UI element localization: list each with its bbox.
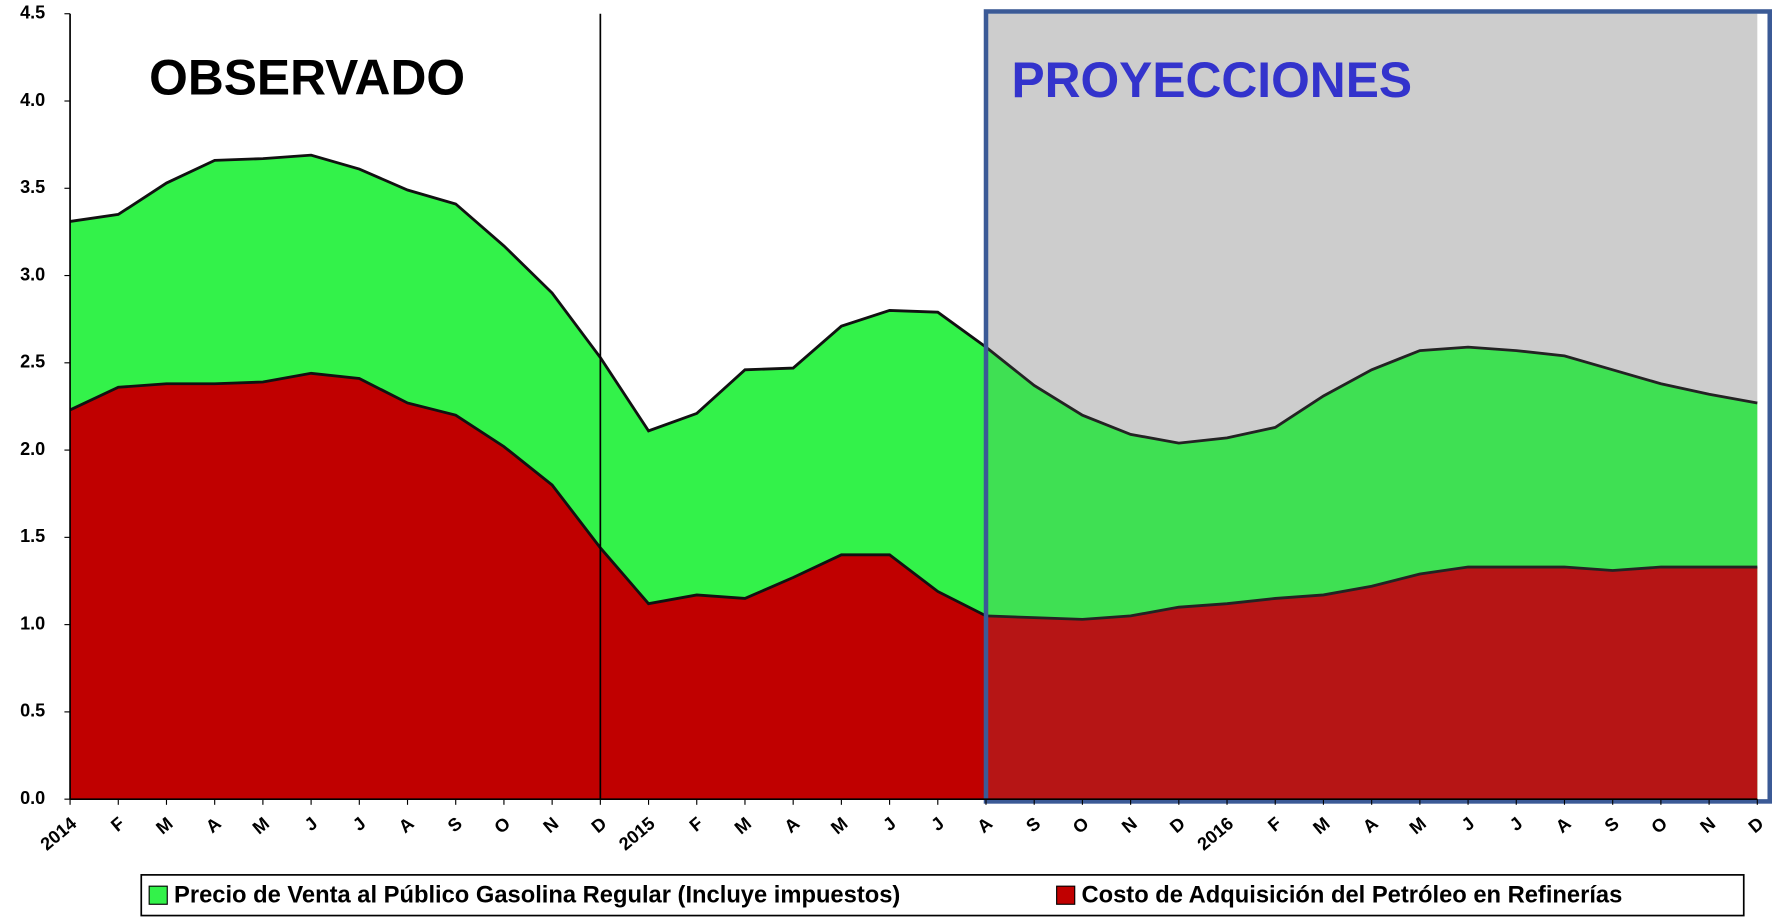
legend-swatch — [1056, 885, 1076, 905]
legend-label: Costo de Adquisición del Petróleo en Ref… — [1082, 883, 1623, 909]
legend-swatch — [148, 885, 168, 905]
area — [70, 373, 1758, 800]
x-tick-label: D — [1745, 813, 1768, 837]
y-tick-label: 2.0 — [20, 439, 45, 459]
y-tick-label: 2.5 — [20, 352, 45, 372]
y-tick-label: 1.0 — [20, 613, 45, 633]
x-tick-label: O — [490, 813, 514, 837]
legend-label: Precio de Venta al Público Gasolina Regu… — [174, 883, 900, 909]
x-tick-label: J — [349, 813, 370, 835]
x-tick-label: A — [395, 813, 418, 837]
x-tick-label: 2014 — [37, 813, 81, 854]
x-tick-label: M — [249, 813, 273, 838]
legend-box — [140, 874, 1745, 917]
x-tick-label: D — [588, 813, 611, 837]
y-tick-label: 4.0 — [20, 90, 45, 110]
y-tick-label: 0.0 — [20, 788, 45, 808]
x-tick-label: N — [539, 813, 562, 837]
x-tick-label: N — [1118, 813, 1141, 837]
x-tick-label: A — [780, 813, 803, 837]
y-tick-label: 1.5 — [20, 526, 45, 546]
y-tick-label: 4.5 — [20, 3, 45, 23]
x-tick-label: M — [1309, 813, 1333, 838]
x-tick-label: S — [444, 813, 466, 836]
annotation: OBSERVADO — [149, 50, 465, 106]
y-tick-label: 3.0 — [20, 264, 45, 284]
x-tick-label: 2015 — [615, 813, 659, 854]
x-tick-label: J — [1458, 813, 1479, 835]
x-tick-label: D — [1166, 813, 1189, 837]
x-tick-label: A — [202, 813, 225, 837]
x-tick-label: J — [1506, 813, 1527, 835]
x-tick-label: F — [686, 813, 707, 835]
x-tick-label: N — [1696, 813, 1719, 837]
y-tick-label: 0.5 — [20, 701, 45, 721]
x-tick-label: S — [1022, 813, 1044, 836]
x-tick-label: J — [879, 813, 900, 835]
x-tick-label: A — [1552, 813, 1575, 837]
x-tick-label: A — [973, 813, 996, 837]
x-tick-label: F — [1264, 813, 1285, 835]
x-tick-label: M — [731, 813, 755, 838]
x-tick-label: F — [107, 813, 128, 835]
area-outline — [69, 371, 1758, 621]
x-tick-label: M — [152, 813, 176, 838]
x-tick-label: J — [927, 813, 948, 835]
x-tick-label: A — [1359, 813, 1382, 837]
x-tick-label: M — [827, 813, 851, 838]
x-tick-label: O — [1647, 813, 1671, 837]
x-tick-label: S — [1601, 813, 1623, 836]
x-tick-label: 2016 — [1194, 813, 1238, 854]
x-tick-label: J — [301, 813, 322, 835]
x-tick-label: M — [1406, 813, 1430, 838]
x-tick-label: O — [1069, 813, 1093, 837]
y-tick-label: 3.5 — [20, 177, 45, 197]
projection-tint — [985, 13, 1758, 800]
area-outline — [69, 153, 1758, 445]
projection-frame — [983, 9, 1772, 804]
annotation: PROYECCIONES — [1011, 52, 1412, 108]
